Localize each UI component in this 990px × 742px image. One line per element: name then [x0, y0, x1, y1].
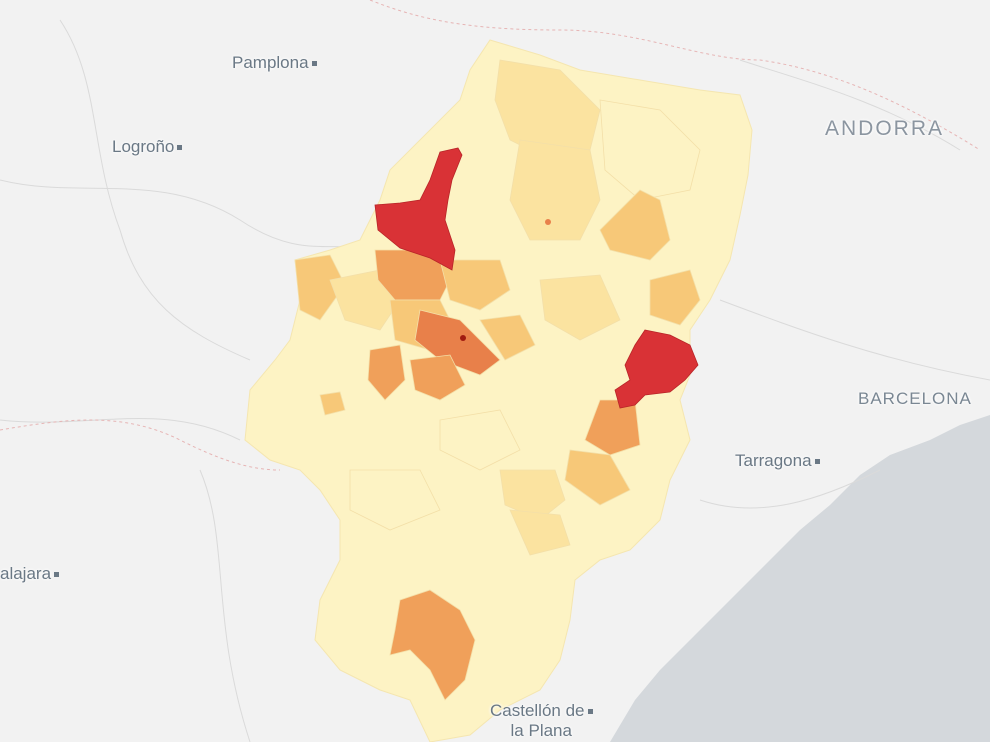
- city-dot-icon: [311, 61, 317, 67]
- label-tarragona-text: Tarragona: [735, 451, 812, 470]
- label-pamplona-text: Pamplona: [232, 53, 309, 72]
- label-castellon-line2: la Plana: [510, 721, 572, 740]
- label-guadalajara: alajara: [0, 564, 60, 584]
- label-guadalajara-text: alajara: [0, 564, 52, 583]
- city-dot-icon: [54, 572, 60, 578]
- label-castellon: Castellón de la Plana: [490, 701, 593, 741]
- region-borders: [0, 0, 981, 471]
- red-area-north: [374, 147, 463, 271]
- city-dot-icon: [587, 709, 593, 715]
- label-andorra: ANDORRA: [825, 117, 945, 140]
- label-logrono-text: Logroño: [112, 137, 175, 156]
- label-barcelona: BARCELONA: [858, 389, 972, 408]
- label-tarragona: Tarragona: [735, 451, 820, 471]
- label-castellon-line1: Castellón de: [490, 701, 585, 720]
- label-logrono: Logroño: [112, 137, 183, 157]
- comarcas: [294, 59, 701, 701]
- province-borders: [0, 19, 990, 742]
- city-dot-icon: [814, 459, 820, 465]
- small-point: [545, 219, 551, 225]
- sea: [610, 415, 990, 742]
- zaragoza-point: [460, 335, 466, 341]
- red-area-east: [614, 329, 699, 409]
- label-pamplona: Pamplona: [232, 53, 317, 73]
- city-dot-icon: [177, 145, 183, 151]
